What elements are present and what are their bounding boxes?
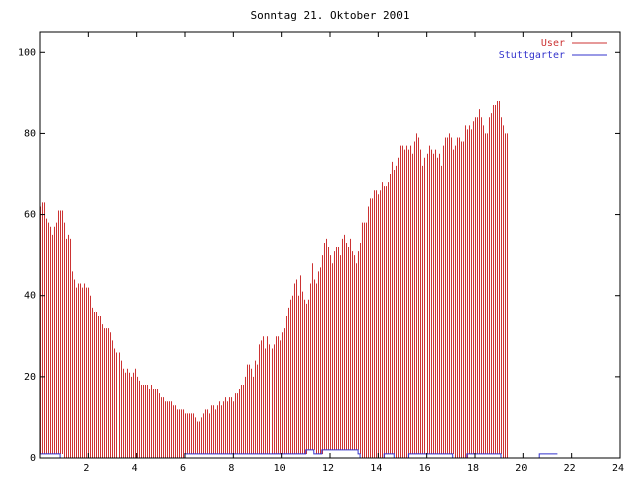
user-bars bbox=[40, 100, 508, 458]
y-tick-label: 80 bbox=[24, 128, 36, 139]
y-axis: 0 20 40 60 80 100 bbox=[18, 47, 620, 464]
x-tick-label: 2 bbox=[83, 463, 89, 474]
x-tick-label: 6 bbox=[180, 463, 186, 474]
x-tick-label: 10 bbox=[274, 463, 286, 474]
y-tick-label: 60 bbox=[24, 210, 36, 221]
x-tick-label: 14 bbox=[370, 463, 382, 474]
x-tick-label: 4 bbox=[132, 463, 138, 474]
x-tick-label: 12 bbox=[322, 463, 334, 474]
chart-title: Sonntag 21. Oktober 2001 bbox=[251, 9, 410, 22]
x-tick-label: 16 bbox=[419, 463, 431, 474]
y-tick-label: 0 bbox=[30, 453, 36, 464]
y-tick-label: 100 bbox=[18, 47, 36, 58]
legend: User Stuttgarter bbox=[499, 38, 607, 61]
x-tick-label: 20 bbox=[515, 463, 527, 474]
legend-label-stuttgarter: Stuttgarter bbox=[499, 50, 565, 61]
x-tick-label: 22 bbox=[564, 463, 576, 474]
x-tick-label: 24 bbox=[612, 463, 624, 474]
x-axis: 2 4 6 8 10 12 14 16 18 20 22 24 bbox=[83, 32, 624, 474]
y-tick-label: 20 bbox=[24, 372, 36, 383]
x-tick-label: 8 bbox=[228, 463, 234, 474]
y-tick-label: 40 bbox=[24, 291, 36, 302]
x-tick-label: 18 bbox=[467, 463, 479, 474]
legend-label-user: User bbox=[541, 38, 565, 49]
